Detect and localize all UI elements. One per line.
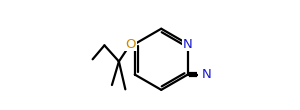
Text: N: N [202, 68, 212, 81]
Text: O: O [125, 38, 136, 50]
Text: N: N [183, 38, 193, 50]
